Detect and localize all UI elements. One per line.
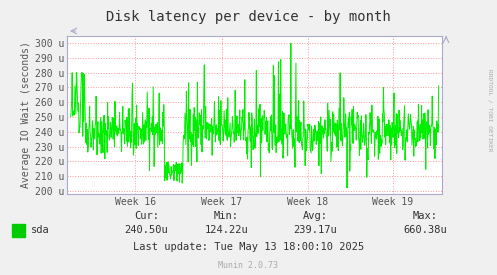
- Text: Disk latency per device - by month: Disk latency per device - by month: [106, 10, 391, 24]
- Text: sda: sda: [31, 225, 50, 235]
- Text: Cur:: Cur:: [134, 211, 159, 221]
- Text: 660.38u: 660.38u: [403, 225, 447, 235]
- Text: RRDTOOL / TOBI OETIKER: RRDTOOL / TOBI OETIKER: [487, 69, 492, 151]
- Text: Max:: Max:: [413, 211, 437, 221]
- Text: Avg:: Avg:: [303, 211, 328, 221]
- Text: 239.17u: 239.17u: [294, 225, 337, 235]
- Text: Munin 2.0.73: Munin 2.0.73: [219, 261, 278, 270]
- Text: 240.50u: 240.50u: [125, 225, 168, 235]
- Y-axis label: Average IO Wait (seconds): Average IO Wait (seconds): [21, 41, 31, 188]
- Text: Min:: Min:: [214, 211, 239, 221]
- Text: Last update: Tue May 13 18:00:10 2025: Last update: Tue May 13 18:00:10 2025: [133, 243, 364, 252]
- Text: 124.22u: 124.22u: [204, 225, 248, 235]
